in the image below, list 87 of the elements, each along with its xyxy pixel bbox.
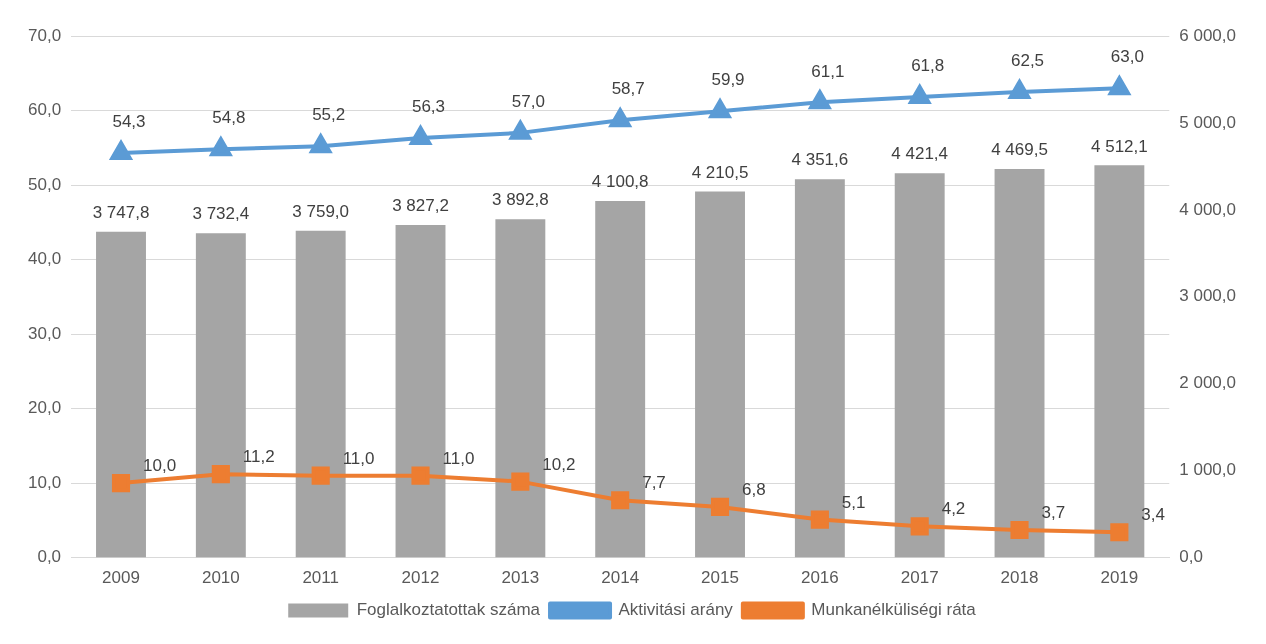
point	[709, 99, 731, 119]
data-label: 5,1	[841, 492, 866, 512]
data-label: 4 100,8	[591, 172, 649, 192]
x-tick-label: 2019	[1100, 568, 1139, 588]
y2-tick-label: 6 000,0	[1179, 25, 1237, 45]
point	[611, 491, 630, 510]
data-label: 3,4	[1141, 505, 1165, 525]
bar	[295, 230, 346, 558]
point	[511, 472, 530, 491]
y2-tick-label: 0,0	[1179, 547, 1203, 567]
x-tick-label: 2014	[601, 568, 640, 588]
data-label: 4 351,6	[791, 150, 849, 170]
bar	[96, 231, 146, 558]
point	[409, 126, 432, 146]
legend-label: Aktivitási arány	[618, 600, 734, 620]
x-tick-label: 2018	[1000, 568, 1039, 588]
data-label: 3 759,0	[292, 202, 350, 222]
data-label: 11,2	[242, 447, 275, 467]
point	[411, 466, 430, 485]
x-tick-label: 2013	[501, 568, 540, 588]
data-label: 61,8	[911, 56, 945, 76]
y2-tick-label: 3 000,0	[1179, 286, 1237, 306]
data-label: 62,5	[1010, 51, 1045, 71]
x-tick-label: 2012	[401, 568, 440, 588]
legend-label: Munkanélküliségi ráta	[811, 600, 977, 620]
x-tick-label: 2016	[800, 568, 839, 588]
x-tick-label: 2010	[201, 568, 240, 588]
point	[111, 474, 131, 493]
y-tick-label: 20,0	[27, 398, 62, 418]
data-label: 54,3	[112, 112, 146, 132]
point	[910, 517, 929, 536]
point	[211, 465, 230, 484]
data-label: 10,2	[542, 454, 576, 474]
data-label: 11,0	[442, 448, 475, 468]
x-tick-label: 2015	[701, 568, 739, 588]
bar	[195, 233, 246, 558]
data-label: 11,0	[342, 448, 375, 468]
data-label: 4 512,1	[1091, 136, 1148, 156]
point	[909, 85, 931, 105]
y-tick-label: 40,0	[27, 249, 62, 269]
y2-tick-label: 5 000,0	[1179, 112, 1237, 132]
point	[1010, 520, 1029, 540]
data-label: 54,8	[212, 108, 246, 128]
point	[810, 510, 829, 529]
y-tick-label: 10,0	[27, 472, 62, 492]
point	[809, 90, 831, 110]
point	[310, 134, 332, 154]
data-label: 4 210,5	[691, 162, 749, 182]
data-label: 57,0	[511, 92, 545, 112]
y-tick-label: 50,0	[27, 174, 62, 194]
data-label: 63,0	[1110, 47, 1144, 67]
data-label: 4,2	[941, 499, 966, 519]
y-tick-label: 60,0	[27, 100, 62, 120]
data-label: 7,7	[642, 473, 666, 493]
bar	[695, 191, 745, 558]
point	[1108, 76, 1131, 96]
x-tick-label: 2017	[900, 568, 939, 588]
point	[311, 466, 330, 485]
y-tick-label: 30,0	[27, 323, 62, 343]
data-label: 3,7	[1041, 503, 1066, 523]
point	[210, 137, 232, 157]
x-tick-label: 2011	[302, 568, 339, 588]
data-label: 3 747,8	[92, 202, 150, 222]
data-label: 59,9	[711, 70, 745, 90]
data-label: 6,8	[742, 480, 766, 500]
data-label: 58,7	[611, 79, 645, 99]
point	[1110, 523, 1129, 542]
data-label: 3 892,8	[491, 190, 549, 210]
data-label: 56,3	[411, 97, 446, 117]
point	[1008, 79, 1031, 99]
y2-tick-label: 2 000,0	[1179, 373, 1237, 393]
legend-label: Foglalkoztatottak száma	[356, 600, 541, 620]
data-label: 55,2	[312, 105, 346, 125]
data-label: 3 732,4	[192, 204, 250, 224]
y-tick-label: 0,0	[37, 547, 62, 567]
data-label: 4 421,4	[891, 144, 949, 164]
point	[110, 140, 132, 160]
y2-tick-label: 1 000,0	[1179, 460, 1237, 480]
data-label: 4 469,5	[991, 140, 1048, 160]
data-label: 61,1	[811, 61, 845, 81]
y-tick-label: 70,0	[27, 25, 62, 45]
data-label: 10,0	[143, 456, 177, 476]
data-label: 3 827,2	[392, 196, 449, 216]
point	[710, 497, 730, 516]
point	[609, 108, 631, 128]
x-tick-label: 2009	[102, 568, 140, 588]
y2-tick-label: 4 000,0	[1179, 199, 1237, 219]
